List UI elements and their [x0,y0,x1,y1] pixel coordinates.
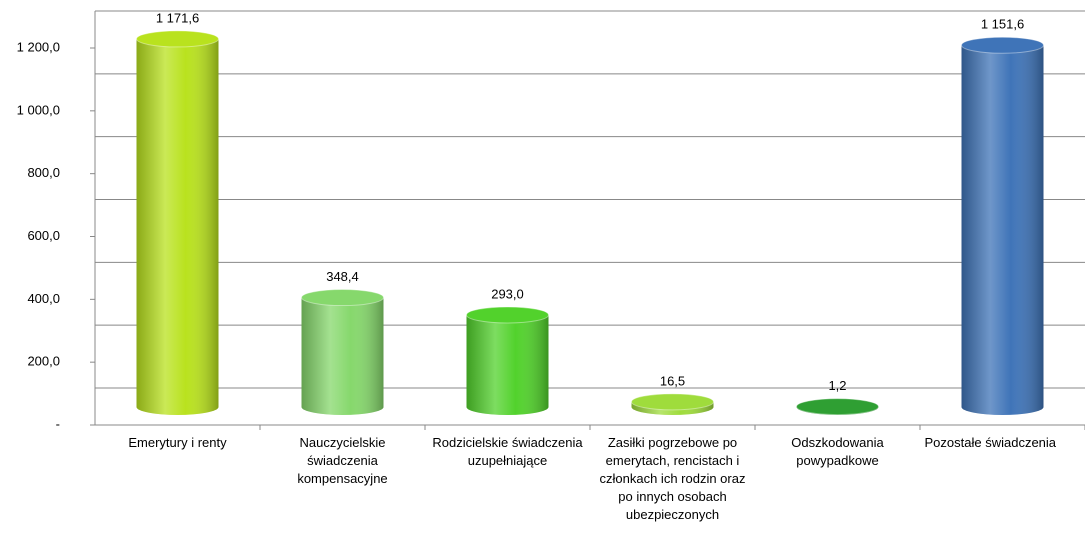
cylinder-top [466,306,549,324]
cylinder-shade [301,297,384,415]
cylinder-top [136,30,219,48]
x-tick-label: Odszkodowania powypadkowe [791,435,884,468]
cylinder-shade [961,45,1044,415]
cylinder-shade [466,314,549,415]
y-tick-label: 400,0 [27,291,60,306]
data-label: 1,2 [828,378,846,393]
x-tick-label: Zasiłki pogrzebowe po emerytach, rencist… [599,435,746,522]
cylinder-top [796,398,879,416]
y-tick-label: 1 000,0 [17,102,60,117]
data-label: 348,4 [326,269,359,284]
y-tick-label: - [56,416,60,431]
y-tick-label: 200,0 [27,354,60,369]
data-label: 293,0 [491,286,524,301]
x-tick-label: Rodzicielskie świadczenia uzupełniające [432,435,583,468]
cylinder-top [301,289,384,307]
x-tick-label: Pozostałe świadczenia [924,435,1057,450]
x-tick-label: Emerytury i renty [128,435,227,450]
y-tick-label: 600,0 [27,228,60,243]
data-label: 1 151,6 [981,17,1024,32]
data-label: 16,5 [660,373,685,388]
cylinder-shade [136,38,219,415]
y-tick-label: 800,0 [27,165,60,180]
x-tick-label: Nauczycielskie świadczenia kompensacyjne [297,435,388,486]
cylinder-top [961,36,1044,54]
cylinder-top [631,393,714,411]
y-tick-label: 1 200,0 [17,39,60,54]
data-label: 1 171,6 [156,10,199,25]
